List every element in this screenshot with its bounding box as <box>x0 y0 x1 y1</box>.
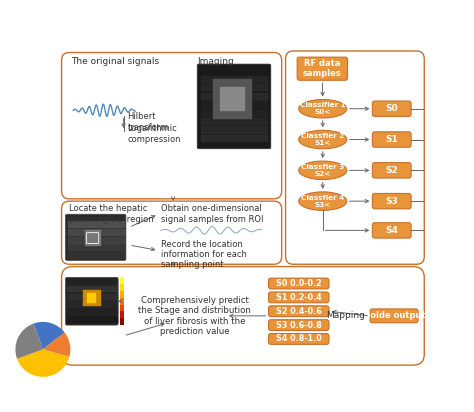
Text: Classfier 2
S1<: Classfier 2 S1< <box>301 133 345 146</box>
Wedge shape <box>34 322 64 349</box>
Bar <box>120 318 124 325</box>
FancyBboxPatch shape <box>373 101 411 117</box>
Ellipse shape <box>299 130 347 149</box>
Text: Classfier 3
S2<: Classfier 3 S2< <box>301 164 345 177</box>
Ellipse shape <box>299 99 347 118</box>
Text: Comprehensively predict
the Stage and distribution
of liver fibrosis with the
pr: Comprehensively predict the Stage and di… <box>138 296 251 336</box>
Text: S4: S4 <box>385 226 398 235</box>
Text: Molde output: Molde output <box>362 311 426 321</box>
Wedge shape <box>17 349 69 377</box>
FancyBboxPatch shape <box>197 64 271 149</box>
Bar <box>120 284 124 291</box>
FancyBboxPatch shape <box>65 277 118 325</box>
Text: S1: S1 <box>385 135 398 144</box>
Text: S0: S0 <box>385 104 398 113</box>
FancyBboxPatch shape <box>268 278 329 289</box>
Text: Locate the hepatic
parenchymal region: Locate the hepatic parenchymal region <box>69 204 154 224</box>
Bar <box>120 311 124 318</box>
FancyBboxPatch shape <box>373 132 411 147</box>
FancyBboxPatch shape <box>268 334 329 344</box>
Text: Obtain one-dimensional
signal samples from ROI: Obtain one-dimensional signal samples fr… <box>161 204 263 224</box>
Text: Classfier 4
S3<: Classfier 4 S3< <box>301 194 345 208</box>
Text: RF data
samples: RF data samples <box>303 59 342 78</box>
FancyBboxPatch shape <box>268 320 329 330</box>
Text: Mapping: Mapping <box>327 311 365 321</box>
Bar <box>120 291 124 298</box>
FancyBboxPatch shape <box>62 201 282 264</box>
FancyBboxPatch shape <box>373 223 411 238</box>
Wedge shape <box>16 323 43 359</box>
Text: S2 0.4-0.6: S2 0.4-0.6 <box>276 307 321 316</box>
FancyBboxPatch shape <box>373 163 411 178</box>
Text: S4 0.8-1.0: S4 0.8-1.0 <box>276 335 321 344</box>
FancyBboxPatch shape <box>373 193 411 209</box>
Text: S2: S2 <box>385 166 398 175</box>
Bar <box>120 277 124 284</box>
Ellipse shape <box>299 161 347 180</box>
Ellipse shape <box>299 192 347 211</box>
Text: S0 0.0-0.2: S0 0.0-0.2 <box>276 279 321 288</box>
Bar <box>120 298 124 304</box>
Text: Logarithmic
compression: Logarithmic compression <box>128 124 181 144</box>
Text: S1 0.2-0.4: S1 0.2-0.4 <box>276 293 321 302</box>
FancyBboxPatch shape <box>65 214 126 260</box>
Text: S3: S3 <box>385 197 398 206</box>
Text: The original signals: The original signals <box>71 57 159 66</box>
Text: Hilbert
transform: Hilbert transform <box>128 112 169 131</box>
FancyBboxPatch shape <box>297 57 347 80</box>
FancyBboxPatch shape <box>268 306 329 317</box>
FancyBboxPatch shape <box>285 51 424 264</box>
FancyBboxPatch shape <box>62 267 424 365</box>
Text: Record the location
information for each
sampling point: Record the location information for each… <box>161 240 246 269</box>
Text: Classifier 1
S0<: Classifier 1 S0< <box>300 102 346 115</box>
Wedge shape <box>43 332 70 357</box>
FancyBboxPatch shape <box>370 309 418 323</box>
Text: S3 0.6-0.8: S3 0.6-0.8 <box>276 321 321 330</box>
FancyBboxPatch shape <box>62 52 282 199</box>
Bar <box>120 304 124 311</box>
Text: Imaging: Imaging <box>197 57 234 66</box>
FancyBboxPatch shape <box>268 292 329 303</box>
